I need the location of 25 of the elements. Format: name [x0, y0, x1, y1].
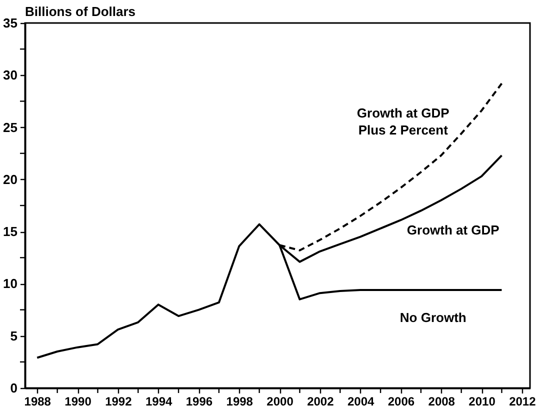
x-tick-label: 1988 — [24, 394, 52, 408]
y-tick-label: 10 — [3, 276, 18, 292]
x-tick-label: 1994 — [145, 394, 172, 408]
y-axis-title: Billions of Dollars — [25, 4, 136, 19]
y-tick-label: 0 — [10, 380, 18, 396]
y-tick-label: 15 — [3, 224, 18, 240]
y-tick-label: 20 — [3, 172, 18, 187]
x-tick-label: 2008 — [428, 394, 456, 408]
x-tick-label: 1998 — [226, 394, 254, 408]
y-tick-label: 25 — [3, 120, 18, 135]
series-label: No Growth — [400, 310, 466, 325]
x-tick-label: 2010 — [468, 394, 496, 408]
y-tick-label: 5 — [10, 328, 18, 344]
y-tick-label: 35 — [3, 16, 18, 30]
x-tick-label: 2004 — [347, 394, 374, 408]
x-tick-label: 2000 — [266, 394, 294, 408]
x-tick-label: 2012 — [509, 394, 536, 408]
x-tick-label: 1996 — [186, 394, 213, 408]
series-label: Growth at GDP — [406, 222, 500, 238]
x-tick-label: 2002 — [307, 394, 334, 408]
series-label: Growth at GDP Plus 2 Percent — [356, 105, 450, 138]
x-tick-label: 1992 — [105, 394, 132, 408]
y-tick-label: 30 — [3, 68, 18, 83]
x-tick-label: 1990 — [64, 394, 92, 408]
x-tick-label: 2006 — [388, 394, 415, 408]
